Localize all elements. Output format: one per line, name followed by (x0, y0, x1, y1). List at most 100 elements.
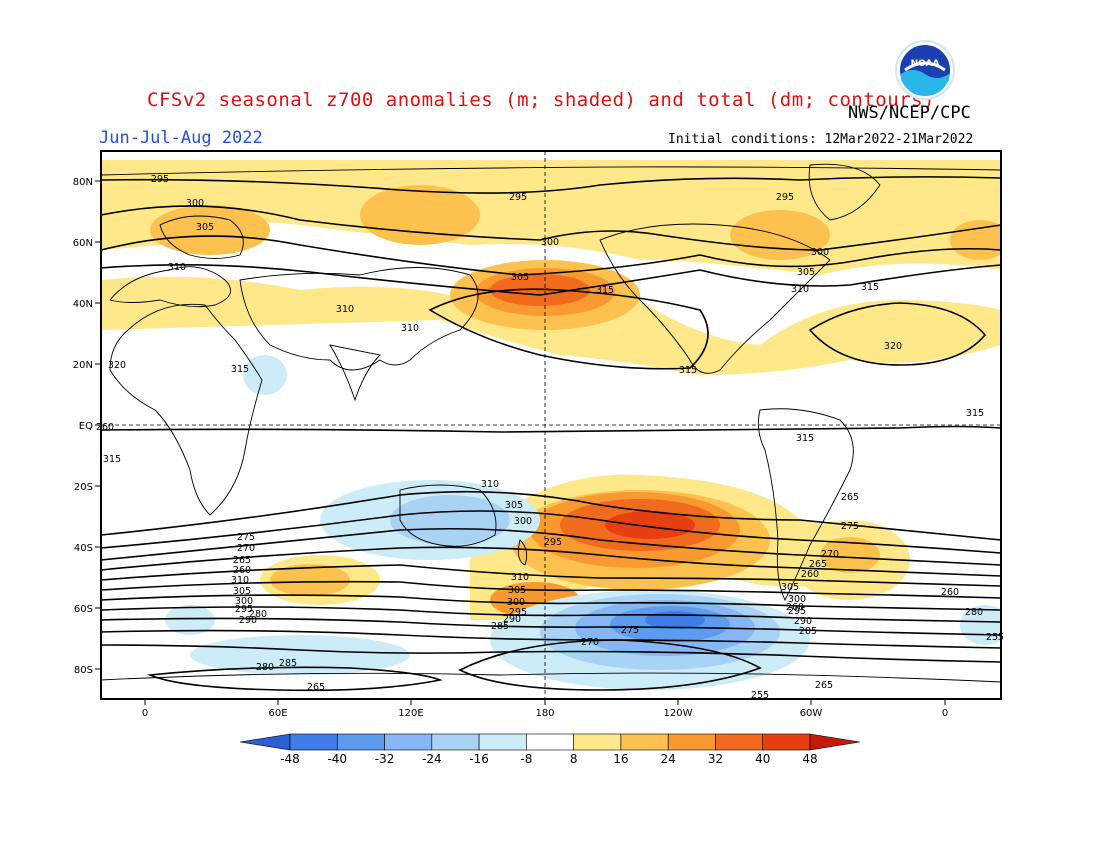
colorbar-label: -24 (422, 752, 442, 766)
lon-label: 120W (664, 708, 693, 719)
contour-310-north (101, 264, 1001, 296)
contour-285-south (101, 580, 1001, 599)
contour-label: 295 (776, 192, 794, 203)
contour-label: 310 (168, 262, 186, 273)
contour-300-south (101, 527, 1001, 566)
colorbar-label: -16 (469, 752, 489, 766)
noaa-logo: NOAA (895, 40, 955, 100)
contour-label: 285 (799, 626, 817, 637)
contour-300-north (101, 205, 1001, 251)
contour-label: 295 (235, 604, 253, 615)
contour-label: 275 (621, 625, 639, 636)
coastline-antarctica (101, 672, 1001, 683)
colorbar-swatch (620, 733, 669, 751)
coastline-scandinavia (159, 215, 244, 259)
contour-label: 265 (307, 682, 325, 693)
contour-label: 260 (801, 569, 819, 580)
coastline-south-america (757, 408, 854, 602)
contour-label: 265 (815, 680, 833, 691)
contour-label: 295 (509, 192, 527, 203)
contour-295-north (101, 176, 1001, 194)
contour-275-south (101, 606, 1001, 623)
contour-320-natl (808, 302, 987, 366)
contour-255-antarctica (458, 639, 762, 691)
colorbar-swatch (384, 733, 433, 751)
contour-label: 320 (884, 341, 902, 352)
contour-label: 280 (249, 609, 267, 620)
coastline-india (329, 344, 381, 402)
anomaly-positive-north (150, 205, 270, 255)
coastline-arctic (101, 166, 1001, 176)
colorbar-swatch (478, 733, 527, 751)
colorbar-label: -8 (520, 752, 532, 766)
noaa-logo-text: NOAA (911, 59, 940, 69)
contour-label: 315 (231, 364, 249, 375)
lat-label: 80S (74, 665, 93, 676)
contour-270-south (101, 617, 1001, 636)
contour-label: 305 (511, 272, 529, 283)
lat-label: EQ (79, 421, 93, 432)
contour-label: 300 (186, 198, 204, 209)
contour-label: 315 (103, 454, 121, 465)
contour-label: 260 (233, 565, 251, 576)
lat-label: 60N (73, 238, 93, 249)
contour-label: 305 (508, 585, 526, 596)
colorbar-swatch (573, 733, 622, 751)
lon-axis: 0 60E 120E 180 120W 60W 0 (142, 699, 948, 719)
contour-315-tropics (101, 425, 1001, 433)
colorbar-swatch (526, 733, 574, 751)
lat-label: 20N (73, 360, 93, 371)
contour-label: 315 (596, 285, 614, 296)
contour-305-north (101, 235, 1001, 276)
colorbar-swatch (336, 733, 385, 751)
contour-label: 315 (861, 282, 879, 293)
colorbar-arrow-low (239, 733, 291, 751)
contour-290-south (101, 564, 1001, 587)
anomaly-negative-antarctica (165, 605, 215, 635)
anomaly-positive-sind (270, 564, 350, 596)
contour-label: 285 (491, 621, 509, 632)
contour-label: 305 (505, 500, 523, 511)
contour-label: 310 (231, 575, 249, 586)
contour-label: 285 (279, 658, 297, 669)
contour-280-south (101, 594, 1001, 611)
colorbar-swatch (431, 733, 480, 751)
lat-label: 80N (73, 177, 93, 188)
lon-label: 60E (268, 708, 287, 719)
contour-label: 265 (233, 555, 251, 566)
contour-label: 280 (256, 662, 274, 673)
contour-265-antarctica (146, 666, 443, 692)
contour-label: 310 (791, 284, 809, 295)
coastline-north-america (599, 223, 831, 374)
contour-label: 295 (509, 607, 527, 618)
contour-label: 270 (581, 637, 599, 648)
colorbar-arrow-high (809, 733, 861, 751)
contour-315-npac (428, 288, 709, 370)
contour-label: 315 (796, 433, 814, 444)
anomaly-negative-spac (645, 611, 705, 629)
colorbar-label: 8 (570, 752, 578, 766)
contour-label: 315 (679, 365, 697, 376)
colorbar-swatch (762, 733, 811, 751)
initial-conditions-label: Initial conditions: 12Mar2022-21Mar2022 (668, 132, 974, 147)
lat-label: 40N (73, 299, 93, 310)
contour-label: 300 (541, 237, 559, 248)
contour-label: 305 (196, 222, 214, 233)
colorbar-label: -32 (375, 752, 395, 766)
colorbar-swatch (289, 733, 338, 751)
contour-label: 255 (751, 690, 769, 701)
contour-label: 290 (239, 615, 257, 626)
anomaly-positive-spac (605, 511, 695, 539)
anomaly-negative-indian (243, 355, 287, 395)
contour-label: 300 (235, 596, 253, 607)
coastline-asia (239, 267, 479, 371)
colorbar-label: 24 (661, 752, 676, 766)
contour-310-south (101, 490, 1001, 541)
contour-label: 265 (841, 492, 859, 503)
contour-label: 310 (481, 479, 499, 490)
colorbar-label: -48 (280, 752, 300, 766)
contour-label: 260 (96, 422, 114, 433)
coastline-newzealand (517, 539, 528, 566)
contour-label: 280 (965, 607, 983, 618)
